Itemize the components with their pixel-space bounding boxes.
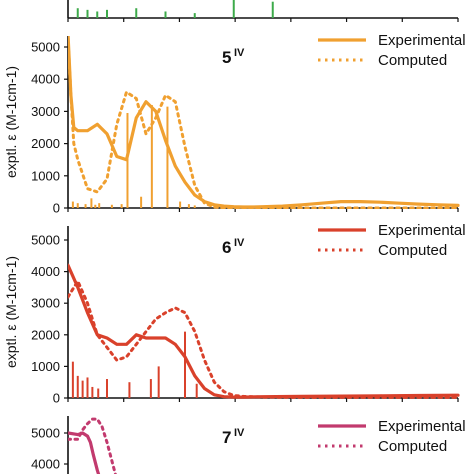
- chart-panel-0: [67, 0, 459, 22]
- panel-label: 6: [222, 238, 231, 257]
- legend-label: Computed: [378, 242, 447, 259]
- computed-series-line: [68, 417, 117, 474]
- y-tick-label: 5000: [31, 426, 60, 441]
- panel-label-superscript: IV: [234, 237, 245, 249]
- computed-series-line: [68, 279, 460, 399]
- y-tick-label: 1000: [31, 359, 60, 374]
- panel-label-superscript: IV: [234, 427, 245, 439]
- experimental-series-line: [68, 263, 460, 399]
- experimental-series-line: [68, 431, 101, 474]
- y-tick-label: 1000: [31, 168, 60, 183]
- panel-label: 5: [222, 48, 231, 67]
- panel-label: 7: [222, 428, 231, 447]
- y-tick-label: 3000: [31, 104, 60, 119]
- panel-label-superscript: IV: [234, 47, 245, 59]
- chart-panel-1: 0 1000 2000 3000 4000 5000 exptl. ε (M-1cm-1) E…: [3, 32, 466, 216]
- chart-panel-2: 0 1000 2000 3000 4000 5000 exptl. ε (M-1cm-1) E…: [3, 222, 466, 406]
- y-tick-label: 4000: [31, 72, 60, 87]
- y-tick-label: 2000: [31, 136, 60, 151]
- y-tick-label: 0: [53, 201, 60, 216]
- computed-series-line: [68, 36, 460, 209]
- y-tick-label: 4000: [31, 264, 60, 279]
- legend-label: Computed: [378, 52, 447, 69]
- legend-label: Experimental: [378, 222, 466, 239]
- legend-label: Experimental: [378, 418, 466, 435]
- y-tick-label: 5000: [31, 233, 60, 248]
- legend-label: Experimental: [378, 32, 466, 49]
- y-tick-label: 5000: [31, 40, 60, 55]
- y-tick-label: 3000: [31, 296, 60, 311]
- y-axis-label: exptl. ε (M-1cm-1): [3, 256, 19, 368]
- legend-label: Computed: [378, 438, 447, 455]
- y-axis-label: exptl. ε (M-1cm-1): [3, 66, 19, 178]
- y-tick-label: 2000: [31, 327, 60, 342]
- y-tick-label: 0: [53, 391, 60, 406]
- y-tick-label: 4000: [31, 457, 60, 472]
- chart-panel-3: 4000 5000 Experimental Computed 7 IV: [31, 416, 466, 474]
